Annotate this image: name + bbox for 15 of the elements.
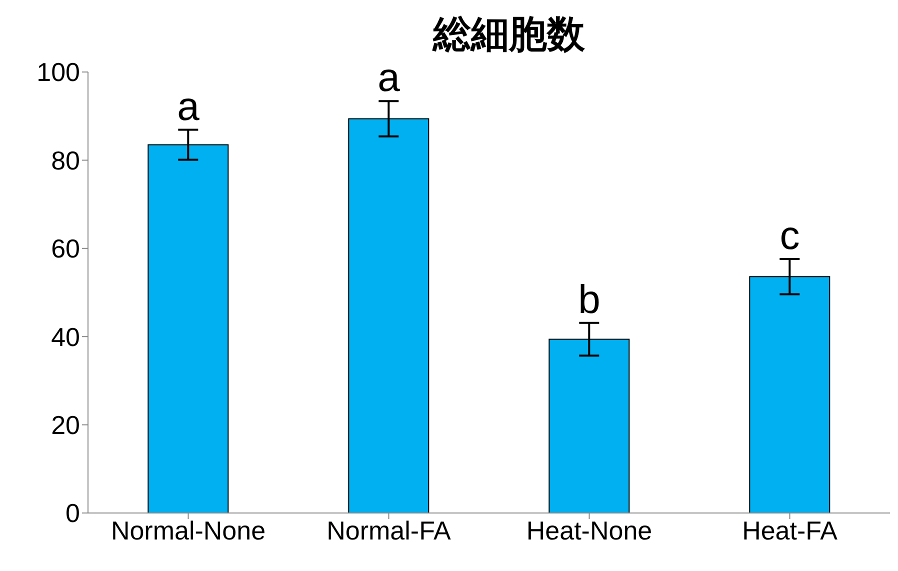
x-tick-label: Normal-FA <box>326 515 452 546</box>
y-tick-label: 0 <box>66 498 80 528</box>
annotation: a <box>177 84 200 129</box>
x-tick-label: Heat-FA <box>742 515 838 546</box>
x-tick-label: Normal-None <box>110 515 266 546</box>
y-tick-label: 40 <box>51 322 80 352</box>
y-tick-label: 20 <box>51 410 80 440</box>
x-tick-label: Heat-None <box>526 515 652 546</box>
y-tick-label: 100 <box>36 57 80 88</box>
y-tick-label: 80 <box>51 145 80 176</box>
annotation: c <box>780 214 800 258</box>
chart-title: 総細胞数 <box>433 12 585 56</box>
annotation: b <box>578 278 600 322</box>
annotation: a <box>378 56 401 100</box>
y-tick-label: 60 <box>51 234 80 264</box>
